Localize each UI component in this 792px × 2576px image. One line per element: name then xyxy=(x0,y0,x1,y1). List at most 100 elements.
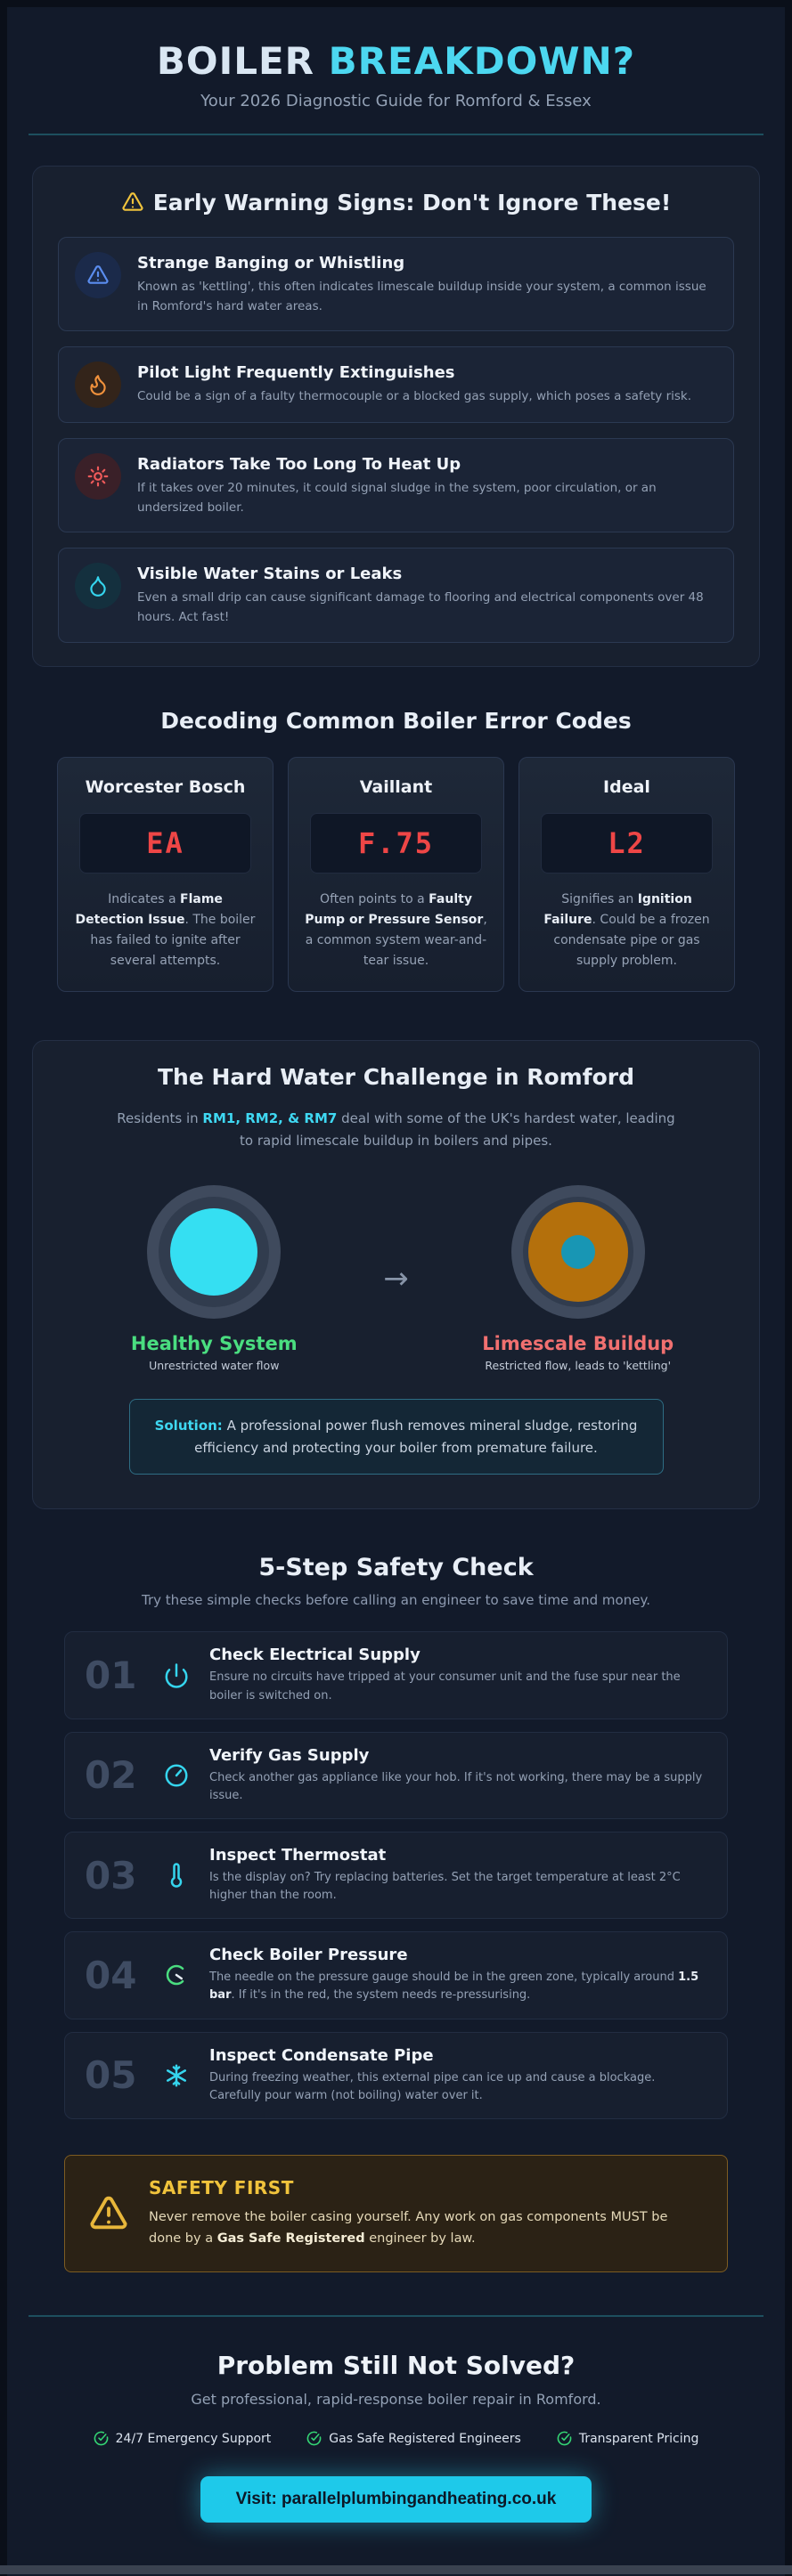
warning-card-desc: If it takes over 20 minutes, it could si… xyxy=(137,481,657,515)
solution-label: Solution: xyxy=(154,1417,223,1434)
footer-cta-section: Problem Still Not Solved? Get profession… xyxy=(7,2351,785,2523)
pressure-gauge-icon xyxy=(161,1962,192,1988)
step-inspect-thermostat: 03 Inspect Thermostat Is the display on?… xyxy=(64,1832,728,1920)
step-number: 03 xyxy=(85,1853,137,1897)
step-number: 02 xyxy=(85,1753,137,1798)
step-title: Verify Gas Supply xyxy=(209,1745,370,1765)
step-check-pressure: 04 Check Boiler Pressure The needle on t… xyxy=(64,1931,728,2019)
safety-check-title: 5-Step Safety Check xyxy=(258,1554,534,1582)
feature-list: 24/7 Emergency Support Gas Safe Register… xyxy=(7,2431,785,2446)
hard-water-intro: Residents in RM1, RM2, & RM7 deal with s… xyxy=(111,1108,682,1153)
feature-label: Gas Safe Registered Engineers xyxy=(329,2431,521,2446)
step-desc: During freezing weather, this external p… xyxy=(209,2069,707,2105)
limescale-ring xyxy=(527,1201,628,1302)
notice-text: engineer by law. xyxy=(364,2231,476,2247)
warning-card-title: Radiators Take Too Long To Heat Up xyxy=(137,455,461,475)
safety-check-subtitle: Try these simple checks before calling a… xyxy=(142,1592,650,1609)
warning-card-title: Strange Banging or Whistling xyxy=(137,254,405,272)
feature-transparent-pricing: Transparent Pricing xyxy=(557,2431,698,2446)
step-title: Check Boiler Pressure xyxy=(209,1946,408,1965)
hard-water-section: The Hard Water Challenge in Romford Resi… xyxy=(32,1039,760,1510)
footer-divider xyxy=(29,2315,763,2318)
water-core xyxy=(170,1207,258,1296)
desc-text: . If it's in the red, the system needs r… xyxy=(231,1988,531,2003)
postcode-accent: RM1, RM2, & RM7 xyxy=(202,1109,338,1126)
feature-emergency-support: 24/7 Emergency Support xyxy=(94,2431,272,2446)
step-desc: Ensure no circuits have tripped at your … xyxy=(209,1669,707,1704)
page-title: BOILER BREAKDOWN? xyxy=(7,39,785,83)
alert-triangle-icon xyxy=(121,191,144,214)
error-code-card-list: Worcester Bosch EA Indicates a Flame Det… xyxy=(57,756,735,992)
warning-section-title-text: Early Warning Signs: Don't Ignore These! xyxy=(152,190,672,215)
radiator-heat-icon xyxy=(75,453,121,500)
warning-card-text: Visible Water Stains or Leaks Even a sma… xyxy=(137,563,717,627)
desc-text: During freezing weather, this external p… xyxy=(209,2070,656,2102)
error-code-display: EA xyxy=(79,812,251,874)
safety-check-section: 5-Step Safety Check Try these simple che… xyxy=(7,1554,785,2119)
error-card-worcester-bosch: Worcester Bosch EA Indicates a Flame Det… xyxy=(57,756,274,992)
desc-bold: 1.5 bar xyxy=(209,1971,699,2003)
warning-card-list: Strange Banging or Whistling Known as 'k… xyxy=(58,237,734,643)
healthy-pipe-icon xyxy=(147,1184,282,1319)
page-header: BOILER BREAKDOWN? Your 2026 Diagnostic G… xyxy=(7,34,785,110)
flame-icon xyxy=(75,362,121,409)
safety-step-list: 01 Check Electrical Supply Ensure no cir… xyxy=(64,1631,728,2119)
visit-website-button[interactable]: Visit: parallelplumbingandheating.co.uk xyxy=(200,2476,592,2523)
error-code-desc: Indicates a Flame Detection Issue. The b… xyxy=(74,890,257,971)
step-verify-gas: 02 Verify Gas Supply Check another gas a… xyxy=(64,1731,728,1819)
error-card-vaillant: Vaillant F.75 Often points to a Faulty P… xyxy=(288,756,504,992)
warning-card-radiators: Radiators Take Too Long To Heat Up If it… xyxy=(58,438,734,533)
solution-callout: Solution: A professional power flush rem… xyxy=(128,1398,664,1475)
pipe-wall xyxy=(159,1196,270,1307)
gauge-icon xyxy=(161,1762,192,1789)
pipe-comparison-diagram: Healthy System Unrestricted water flow →… xyxy=(58,1184,734,1372)
feature-label: 24/7 Emergency Support xyxy=(115,2431,272,2446)
warning-card-leaks: Visible Water Stains or Leaks Even a sma… xyxy=(58,548,734,643)
safety-first-notice: SAFETY FIRST Never remove the boiler cas… xyxy=(64,2154,728,2273)
step-title: Inspect Condensate Pipe xyxy=(209,2045,434,2065)
snowflake-icon xyxy=(161,2062,192,2089)
desc-bold: Flame Detection Issue xyxy=(75,891,223,927)
warning-card-desc: Known as 'kettling', this often indicate… xyxy=(137,280,706,313)
desc-text: Often points to a xyxy=(320,891,429,906)
alert-triangle-icon xyxy=(75,252,121,298)
desc-text: Signifies an xyxy=(561,891,638,906)
warning-card-banging: Strange Banging or Whistling Known as 'k… xyxy=(58,237,734,332)
step-desc: Is the display on? Try replacing batteri… xyxy=(209,1869,707,1905)
step-number: 01 xyxy=(85,1654,137,1698)
warning-card-title: Pilot Light Frequently Extinguishes xyxy=(137,363,455,383)
error-code-display: L2 xyxy=(541,812,713,874)
desc-text: Ensure no circuits have tripped at your … xyxy=(209,1670,681,1702)
footer-title: Problem Still Not Solved? xyxy=(216,2351,576,2381)
droplet-icon xyxy=(75,563,121,610)
page-title-part2: BREAKDOWN? xyxy=(328,39,636,83)
error-code-desc: Often points to a Faulty Pump or Pressur… xyxy=(305,890,487,971)
error-codes-section: Decoding Common Boiler Error Codes Worce… xyxy=(7,708,785,992)
safety-notice-text-block: SAFETY FIRST Never remove the boiler cas… xyxy=(149,2177,704,2250)
error-code-value: L2 xyxy=(608,825,646,860)
header-divider xyxy=(29,134,763,135)
error-code-display: F.75 xyxy=(310,812,482,874)
warning-card-desc: Could be a sign of a faulty thermocouple… xyxy=(137,389,692,404)
footer-subtitle: Get professional, rapid-response boiler … xyxy=(191,2391,601,2409)
thermometer-icon xyxy=(161,1862,192,1889)
error-codes-title: Decoding Common Boiler Error Codes xyxy=(160,707,632,734)
warning-card-text: Radiators Take Too Long To Heat Up If it… xyxy=(137,453,717,517)
desc-text: Indicates a xyxy=(108,891,181,906)
horizontal-scrollbar[interactable] xyxy=(0,2565,792,2575)
notice-bold: Gas Safe Registered xyxy=(216,2231,365,2247)
limescale-pipe-column: Limescale Buildup Restricted flow, leads… xyxy=(471,1184,685,1372)
feature-gas-safe: Gas Safe Registered Engineers xyxy=(306,2431,521,2446)
step-desc: Check another gas appliance like your ho… xyxy=(209,1769,707,1805)
notice-text: Never remove the boiler casing yourself.… xyxy=(149,2209,668,2247)
step-inspect-condensate: 05 Inspect Condensate Pipe During freezi… xyxy=(64,2031,728,2119)
solution-text: A professional power flush removes miner… xyxy=(194,1417,638,1456)
limescale-label: Limescale Buildup xyxy=(482,1332,674,1354)
boiler-brand-name: Vaillant xyxy=(359,776,433,797)
desc-bold: Ignition Failure xyxy=(543,891,692,927)
restricted-water-core xyxy=(560,1234,595,1269)
warning-card-desc: Even a small drip can cause significant … xyxy=(137,590,704,624)
safety-notice-title: SAFETY FIRST xyxy=(149,2176,294,2198)
step-title: Inspect Thermostat xyxy=(209,1846,387,1865)
step-check-electrical: 01 Check Electrical Supply Ensure no cir… xyxy=(64,1631,728,1719)
